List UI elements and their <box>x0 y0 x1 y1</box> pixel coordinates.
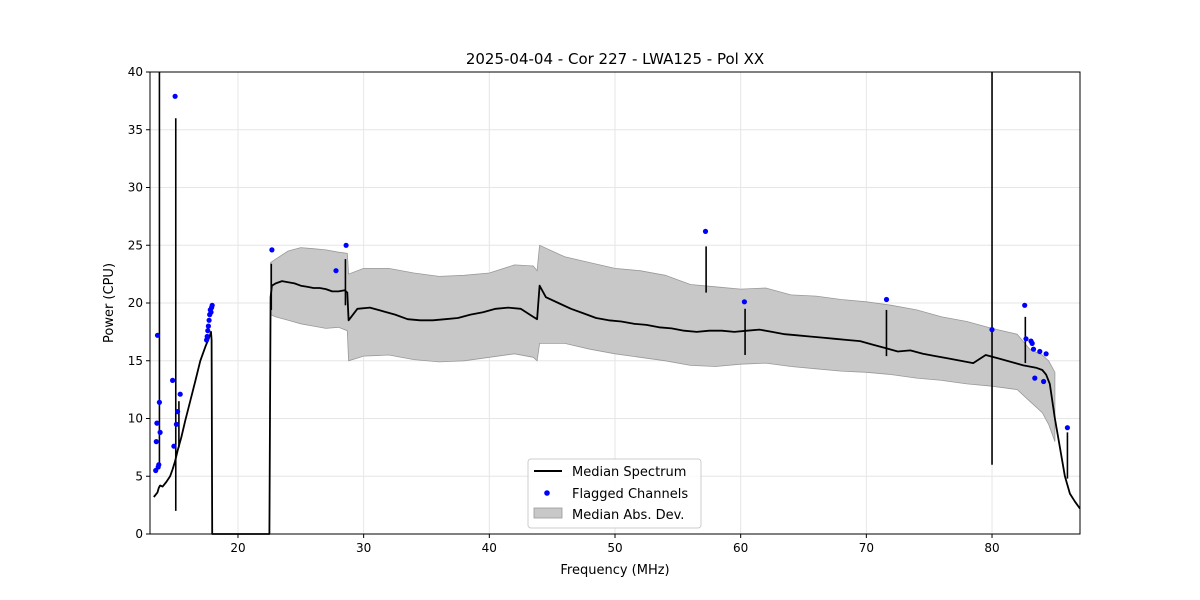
flagged-channel-point <box>1030 346 1037 352</box>
median-spectrum-line <box>153 280 1081 535</box>
flagged-channel-point <box>156 462 162 468</box>
flagged-channel-point <box>208 309 214 315</box>
flagged-channel-point <box>741 299 748 305</box>
legend-median-label: Median Spectrum <box>572 465 686 480</box>
mad-band <box>270 244 1056 442</box>
flagged-channel-point <box>1032 375 1038 381</box>
flagged-channel-point <box>153 439 159 445</box>
chart-title: 2025-04-04 - Cor 227 - LWA125 - Pol XX <box>466 50 764 68</box>
flagged-channel-point <box>333 268 339 274</box>
legend-flagged-swatch <box>544 490 550 496</box>
y-tick-label: 25 <box>128 238 143 252</box>
y-tick-label: 0 <box>135 527 143 541</box>
mad-band-layer <box>270 244 1056 442</box>
flagged-channel-point <box>205 328 211 334</box>
flagged-channel-point <box>154 420 160 426</box>
y-axis-label: Power (CPU) <box>102 263 117 343</box>
y-tick-label: 10 <box>128 412 143 426</box>
x-tick-label: 20 <box>230 541 245 555</box>
legend-flagged-label: Flagged Channels <box>572 487 688 502</box>
flagged-channel-point <box>702 228 709 234</box>
x-axis-ticks: 20 30 40 50 60 70 80 <box>230 534 1000 555</box>
flagged-channel-point <box>209 302 215 308</box>
y-tick-label: 5 <box>135 469 143 483</box>
x-tick-label: 50 <box>607 541 622 555</box>
flagged-channel-point <box>172 93 178 99</box>
y-tick-label: 40 <box>128 65 143 79</box>
y-tick-label: 20 <box>128 296 143 310</box>
x-axis-label: Frequency (MHz) <box>560 563 669 578</box>
flagged-channel-point <box>170 377 176 383</box>
legend-box <box>527 458 702 529</box>
x-tick-label: 80 <box>984 541 999 555</box>
flagged-channel-point <box>175 409 181 415</box>
flagged-channel-point <box>204 333 210 340</box>
flagged-channels-layer <box>153 93 1070 474</box>
y-tick-label: 35 <box>128 123 143 137</box>
flagged-channel-point <box>343 242 349 248</box>
x-tick-label: 40 <box>482 541 497 555</box>
flagged-channel-point <box>177 391 183 397</box>
y-tick-label: 15 <box>128 354 143 368</box>
legend: Median Spectrum Flagged Channels Median … <box>527 458 702 529</box>
x-tick-label: 70 <box>859 541 874 555</box>
flagged-channel-point <box>1029 340 1035 346</box>
flagged-channel-point <box>205 323 211 329</box>
legend-mad-label: Median Abs. Dev. <box>572 508 684 523</box>
flagged-channel-point <box>1037 348 1043 355</box>
flagged-channel-point <box>269 247 275 253</box>
flagged-channel-point <box>154 332 161 338</box>
flagged-channel-point <box>156 399 162 405</box>
flagged-channel-point <box>157 429 163 435</box>
x-tick-label: 60 <box>733 541 748 555</box>
median-spectrum-layer <box>153 72 1081 535</box>
y-axis-ticks: 0 5 10 15 20 25 30 35 40 <box>128 65 150 541</box>
flagged-channel-point <box>883 296 890 303</box>
flagged-channel-point <box>1023 336 1029 342</box>
flagged-channel-point <box>1064 425 1070 431</box>
flagged-channel-point <box>173 421 179 427</box>
flagged-channel-point <box>206 317 212 323</box>
legend-mad-swatch <box>533 507 563 519</box>
flagged-channel-point <box>171 443 177 449</box>
flagged-channel-point <box>1041 378 1047 385</box>
flagged-channel-point <box>1043 351 1049 357</box>
y-tick-label: 30 <box>128 181 143 195</box>
flagged-channel-point <box>1022 302 1028 308</box>
x-tick-label: 30 <box>356 541 371 555</box>
flagged-channel-point <box>989 327 995 333</box>
